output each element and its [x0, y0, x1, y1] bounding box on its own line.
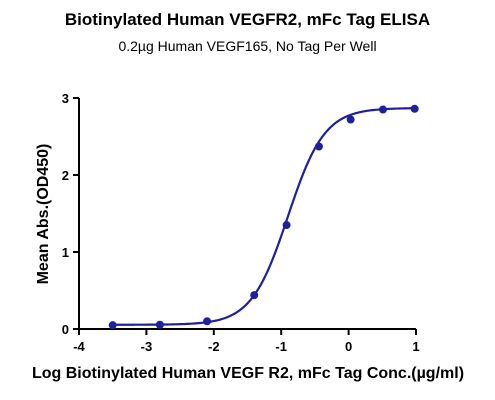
data-point	[155, 320, 164, 329]
data-point	[203, 317, 212, 326]
data-point	[108, 321, 117, 330]
y-tick-label: 2	[62, 168, 69, 183]
y-tick-label: 3	[62, 91, 69, 106]
x-ticks: -4 -3 -2 -1 0 1	[73, 329, 420, 354]
x-tick-label: -4	[73, 339, 85, 354]
x-axis-label: Log Biotinylated Human VEGF R2, mFc Tag …	[32, 365, 464, 382]
data-point	[346, 115, 355, 124]
fit-curve	[112, 107, 415, 326]
data-points	[108, 104, 419, 330]
y-axis-label: Mean Abs.(OD450)	[35, 144, 52, 285]
x-tick-label: 0	[345, 339, 352, 354]
x-tick-label: 1	[412, 339, 419, 354]
x-tick-label: -2	[208, 339, 220, 354]
y-tick-label: 1	[62, 245, 69, 260]
data-point	[282, 221, 291, 230]
chart-title: Biotinylated Human VEGFR2, mFc Tag ELISA	[64, 10, 431, 29]
x-tick-label: -3	[141, 339, 153, 354]
y-ticks: 0 1 2 3	[62, 91, 79, 337]
data-point	[378, 105, 387, 114]
chart-subtitle: 0.2µg Human VEGF165, No Tag Per Well	[118, 38, 377, 54]
x-tick-label: -1	[275, 339, 287, 354]
data-point	[250, 291, 259, 300]
data-point	[410, 104, 419, 113]
y-tick-label: 0	[62, 322, 69, 337]
axes	[78, 98, 416, 330]
data-point	[314, 142, 323, 151]
